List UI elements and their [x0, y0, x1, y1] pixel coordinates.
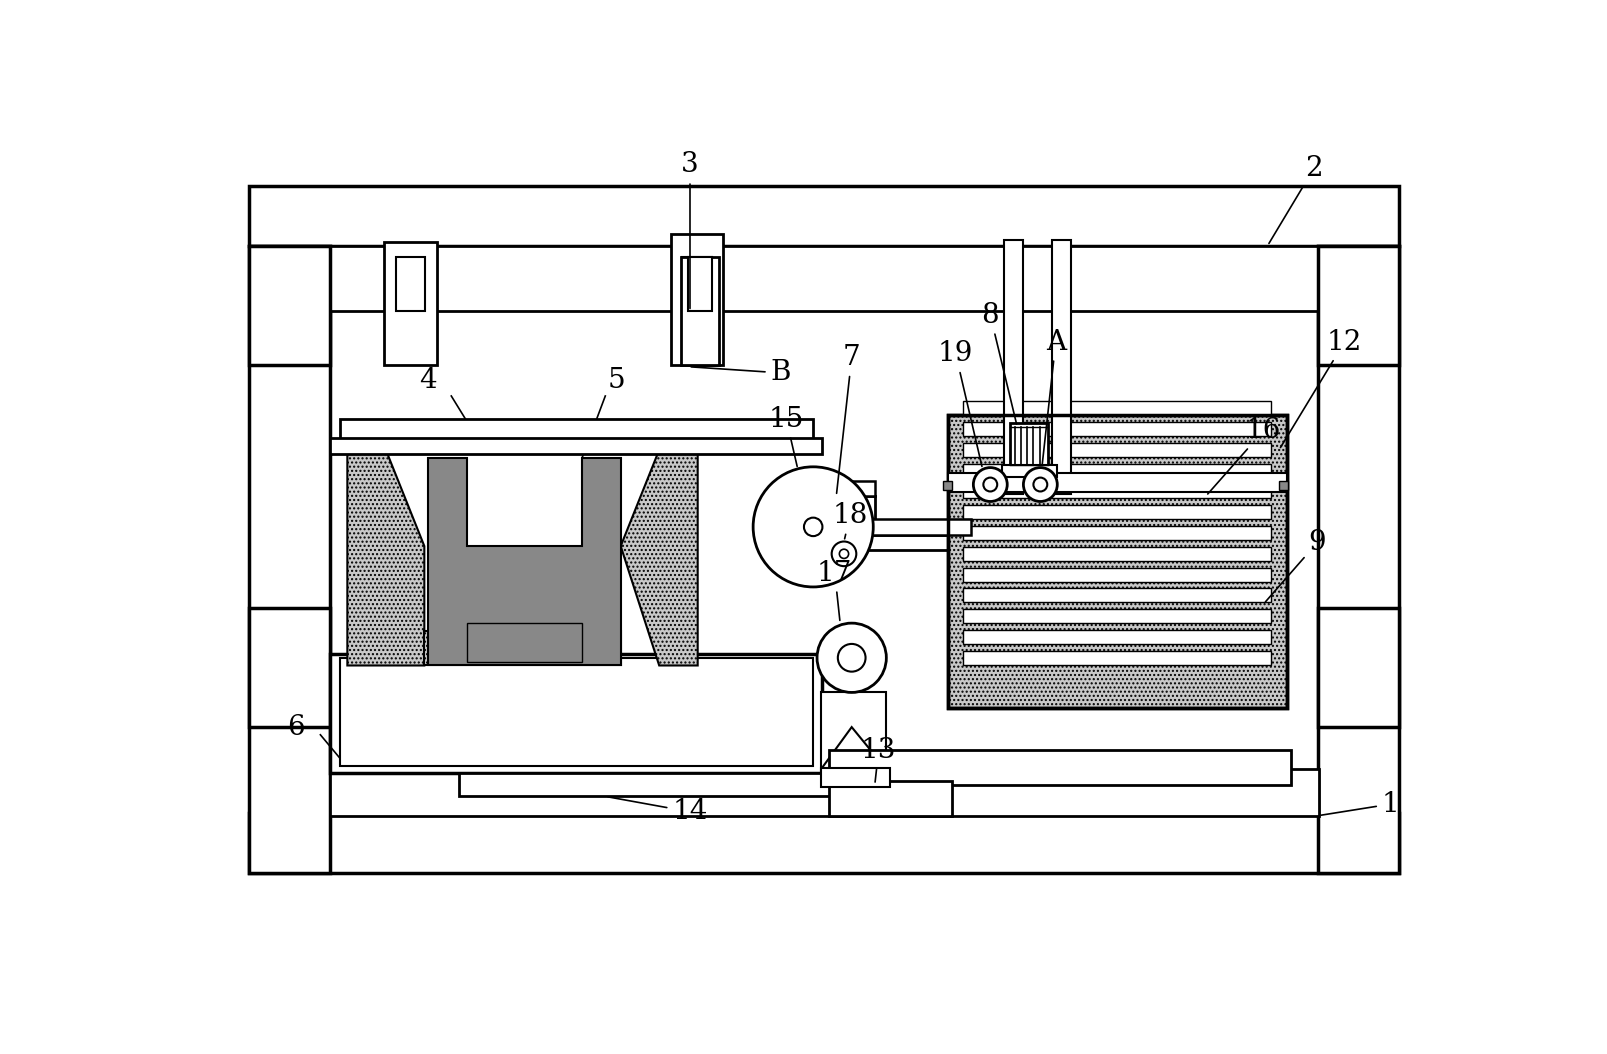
Circle shape — [832, 542, 857, 566]
Bar — [339, 658, 813, 765]
Text: 15: 15 — [768, 406, 804, 467]
Bar — [1009, 423, 1048, 465]
Circle shape — [754, 467, 873, 587]
Bar — [821, 768, 890, 787]
Polygon shape — [620, 450, 697, 665]
Bar — [948, 473, 1287, 492]
Bar — [963, 423, 1271, 436]
Circle shape — [1033, 477, 1048, 491]
Bar — [1001, 465, 1057, 476]
Text: 18: 18 — [832, 502, 868, 539]
Text: 8: 8 — [982, 301, 1017, 424]
Bar — [249, 186, 1400, 246]
Bar — [329, 438, 823, 453]
Circle shape — [1024, 468, 1057, 502]
Bar — [670, 234, 723, 365]
Bar — [963, 402, 1271, 415]
Bar — [943, 481, 951, 490]
Text: 2: 2 — [1270, 155, 1323, 243]
Bar — [802, 520, 971, 534]
Text: 9: 9 — [1265, 529, 1326, 602]
Text: 1: 1 — [1321, 790, 1400, 818]
Bar — [821, 692, 887, 774]
Bar — [829, 781, 951, 816]
Bar — [963, 609, 1271, 623]
Text: 6: 6 — [288, 714, 305, 741]
Polygon shape — [347, 450, 424, 665]
Bar — [963, 568, 1271, 582]
Text: 7: 7 — [837, 344, 861, 493]
Bar — [963, 651, 1271, 665]
Bar — [963, 526, 1271, 540]
Bar — [963, 464, 1271, 477]
Text: A: A — [1043, 329, 1065, 465]
Circle shape — [816, 623, 887, 692]
Text: B: B — [691, 359, 791, 387]
Bar — [384, 242, 437, 365]
Bar — [329, 653, 823, 774]
Text: 17: 17 — [816, 560, 852, 621]
Bar — [339, 419, 813, 446]
Bar — [683, 257, 712, 311]
Bar — [460, 774, 836, 797]
Circle shape — [983, 477, 998, 491]
Bar — [1004, 239, 1024, 493]
Bar — [948, 415, 1287, 708]
Text: 14: 14 — [607, 797, 707, 825]
Bar — [963, 443, 1271, 456]
Circle shape — [974, 468, 1008, 502]
Bar — [963, 505, 1271, 520]
Bar — [249, 814, 1400, 874]
Text: 19: 19 — [938, 340, 982, 467]
Bar — [963, 547, 1271, 561]
Bar — [1053, 239, 1072, 493]
Text: 16: 16 — [1208, 417, 1281, 494]
Bar — [688, 257, 712, 311]
Bar — [948, 415, 1287, 708]
Bar — [963, 588, 1271, 602]
Bar — [395, 257, 426, 311]
Bar — [329, 246, 1319, 311]
Text: 5: 5 — [607, 367, 625, 394]
Bar — [466, 623, 582, 662]
Bar — [963, 630, 1271, 644]
Bar — [829, 750, 1290, 785]
Bar — [249, 246, 329, 365]
Bar — [249, 608, 329, 727]
Polygon shape — [427, 457, 620, 665]
Bar — [963, 485, 1271, 499]
Bar — [329, 769, 1319, 816]
Bar — [786, 496, 802, 520]
Text: 4: 4 — [419, 367, 437, 394]
Bar — [786, 481, 874, 496]
Bar — [1318, 246, 1400, 874]
Circle shape — [804, 518, 823, 536]
Text: 12: 12 — [1281, 329, 1363, 448]
Circle shape — [839, 549, 848, 559]
Bar — [1318, 608, 1400, 727]
Circle shape — [837, 644, 866, 671]
Bar — [1279, 481, 1289, 490]
Polygon shape — [821, 727, 887, 769]
Bar — [681, 257, 720, 365]
Bar — [1318, 246, 1400, 365]
Bar — [249, 246, 329, 874]
Bar — [424, 631, 620, 665]
Text: 13: 13 — [861, 737, 897, 782]
Text: 3: 3 — [681, 152, 699, 309]
